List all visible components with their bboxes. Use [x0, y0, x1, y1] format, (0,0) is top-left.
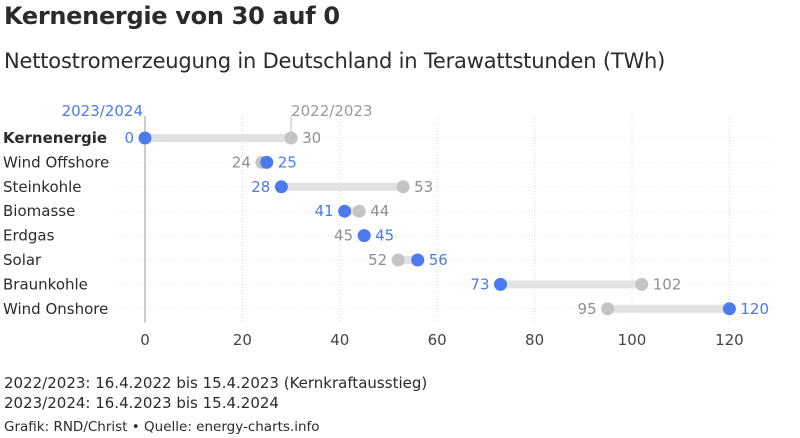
x-tick-label: 40 [330, 331, 349, 349]
value-label: 120 [740, 300, 769, 318]
legend-2023-2024: 2023/2024 [62, 102, 143, 120]
value-label: 53 [414, 178, 433, 196]
x-tick-label: 0 [140, 331, 150, 349]
category-label: Wind Offshore [3, 153, 109, 171]
category-label: Biomasse [3, 202, 75, 220]
dot-2023-2024 [260, 155, 274, 169]
value-label: 24 [232, 153, 251, 171]
dot-2023-2024 [357, 229, 371, 243]
source-credit: Grafik: RND/Christ • Quelle: energy-char… [4, 419, 320, 435]
chart-subtitle: Nettostromerzeugung in Deutschland in Te… [4, 49, 666, 73]
value-label: 95 [578, 300, 597, 318]
note-2022-2023: 2022/2023: 16.4.2022 bis 15.4.2023 (Kern… [4, 374, 428, 392]
period-notes: 2022/2023: 16.4.2022 bis 15.4.2023 (Kern… [4, 373, 427, 413]
category-label: Solar [3, 251, 42, 269]
value-label: 52 [368, 251, 387, 269]
dot-2022-2023 [391, 253, 405, 267]
chart-title: Kernenergie von 30 auf 0 [4, 2, 340, 30]
dot-2023-2024 [411, 253, 425, 267]
category-label: Braunkohle [3, 275, 88, 293]
value-label: 30 [302, 129, 321, 147]
value-label: 102 [653, 275, 682, 293]
legend-2022-2023: 2022/2023 [291, 102, 372, 120]
value-label: 41 [315, 202, 334, 220]
x-tick-label: 60 [428, 331, 447, 349]
dot-2023-2024 [494, 277, 508, 291]
category-label: Kernenergie [3, 129, 107, 147]
dot-2022-2023 [352, 204, 366, 218]
category-label: Erdgas [3, 227, 55, 245]
dot-2022-2023 [284, 131, 298, 145]
note-2023-2024: 2023/2024: 16.4.2023 bis 15.4.2024 [4, 394, 279, 412]
dot-2023-2024 [338, 204, 352, 218]
dot-2023-2024 [722, 302, 736, 316]
x-tick-label: 80 [525, 331, 544, 349]
x-tick-label: 120 [715, 331, 744, 349]
value-label: 45 [334, 227, 353, 245]
dot-2023-2024 [274, 180, 288, 194]
value-label: 73 [470, 275, 489, 293]
dot-2022-2023 [396, 180, 410, 194]
value-label: 56 [429, 251, 448, 269]
dot-2023-2024 [138, 131, 152, 145]
dumbbell-chart: 2023/2024 2022/2023 0 20 40 60 80 100 120 Kernene… [3, 102, 775, 349]
value-label: 44 [370, 202, 389, 220]
value-label: 45 [375, 227, 394, 245]
value-label: 28 [251, 178, 270, 196]
dot-2022-2023 [601, 302, 615, 316]
value-label: 25 [278, 153, 297, 171]
x-tick-label: 20 [233, 331, 252, 349]
value-label: 0 [124, 129, 134, 147]
dot-2022-2023 [635, 277, 649, 291]
x-tick-label: 100 [618, 331, 647, 349]
category-label: Steinkohle [3, 178, 82, 196]
category-label: Wind Onshore [3, 300, 108, 318]
